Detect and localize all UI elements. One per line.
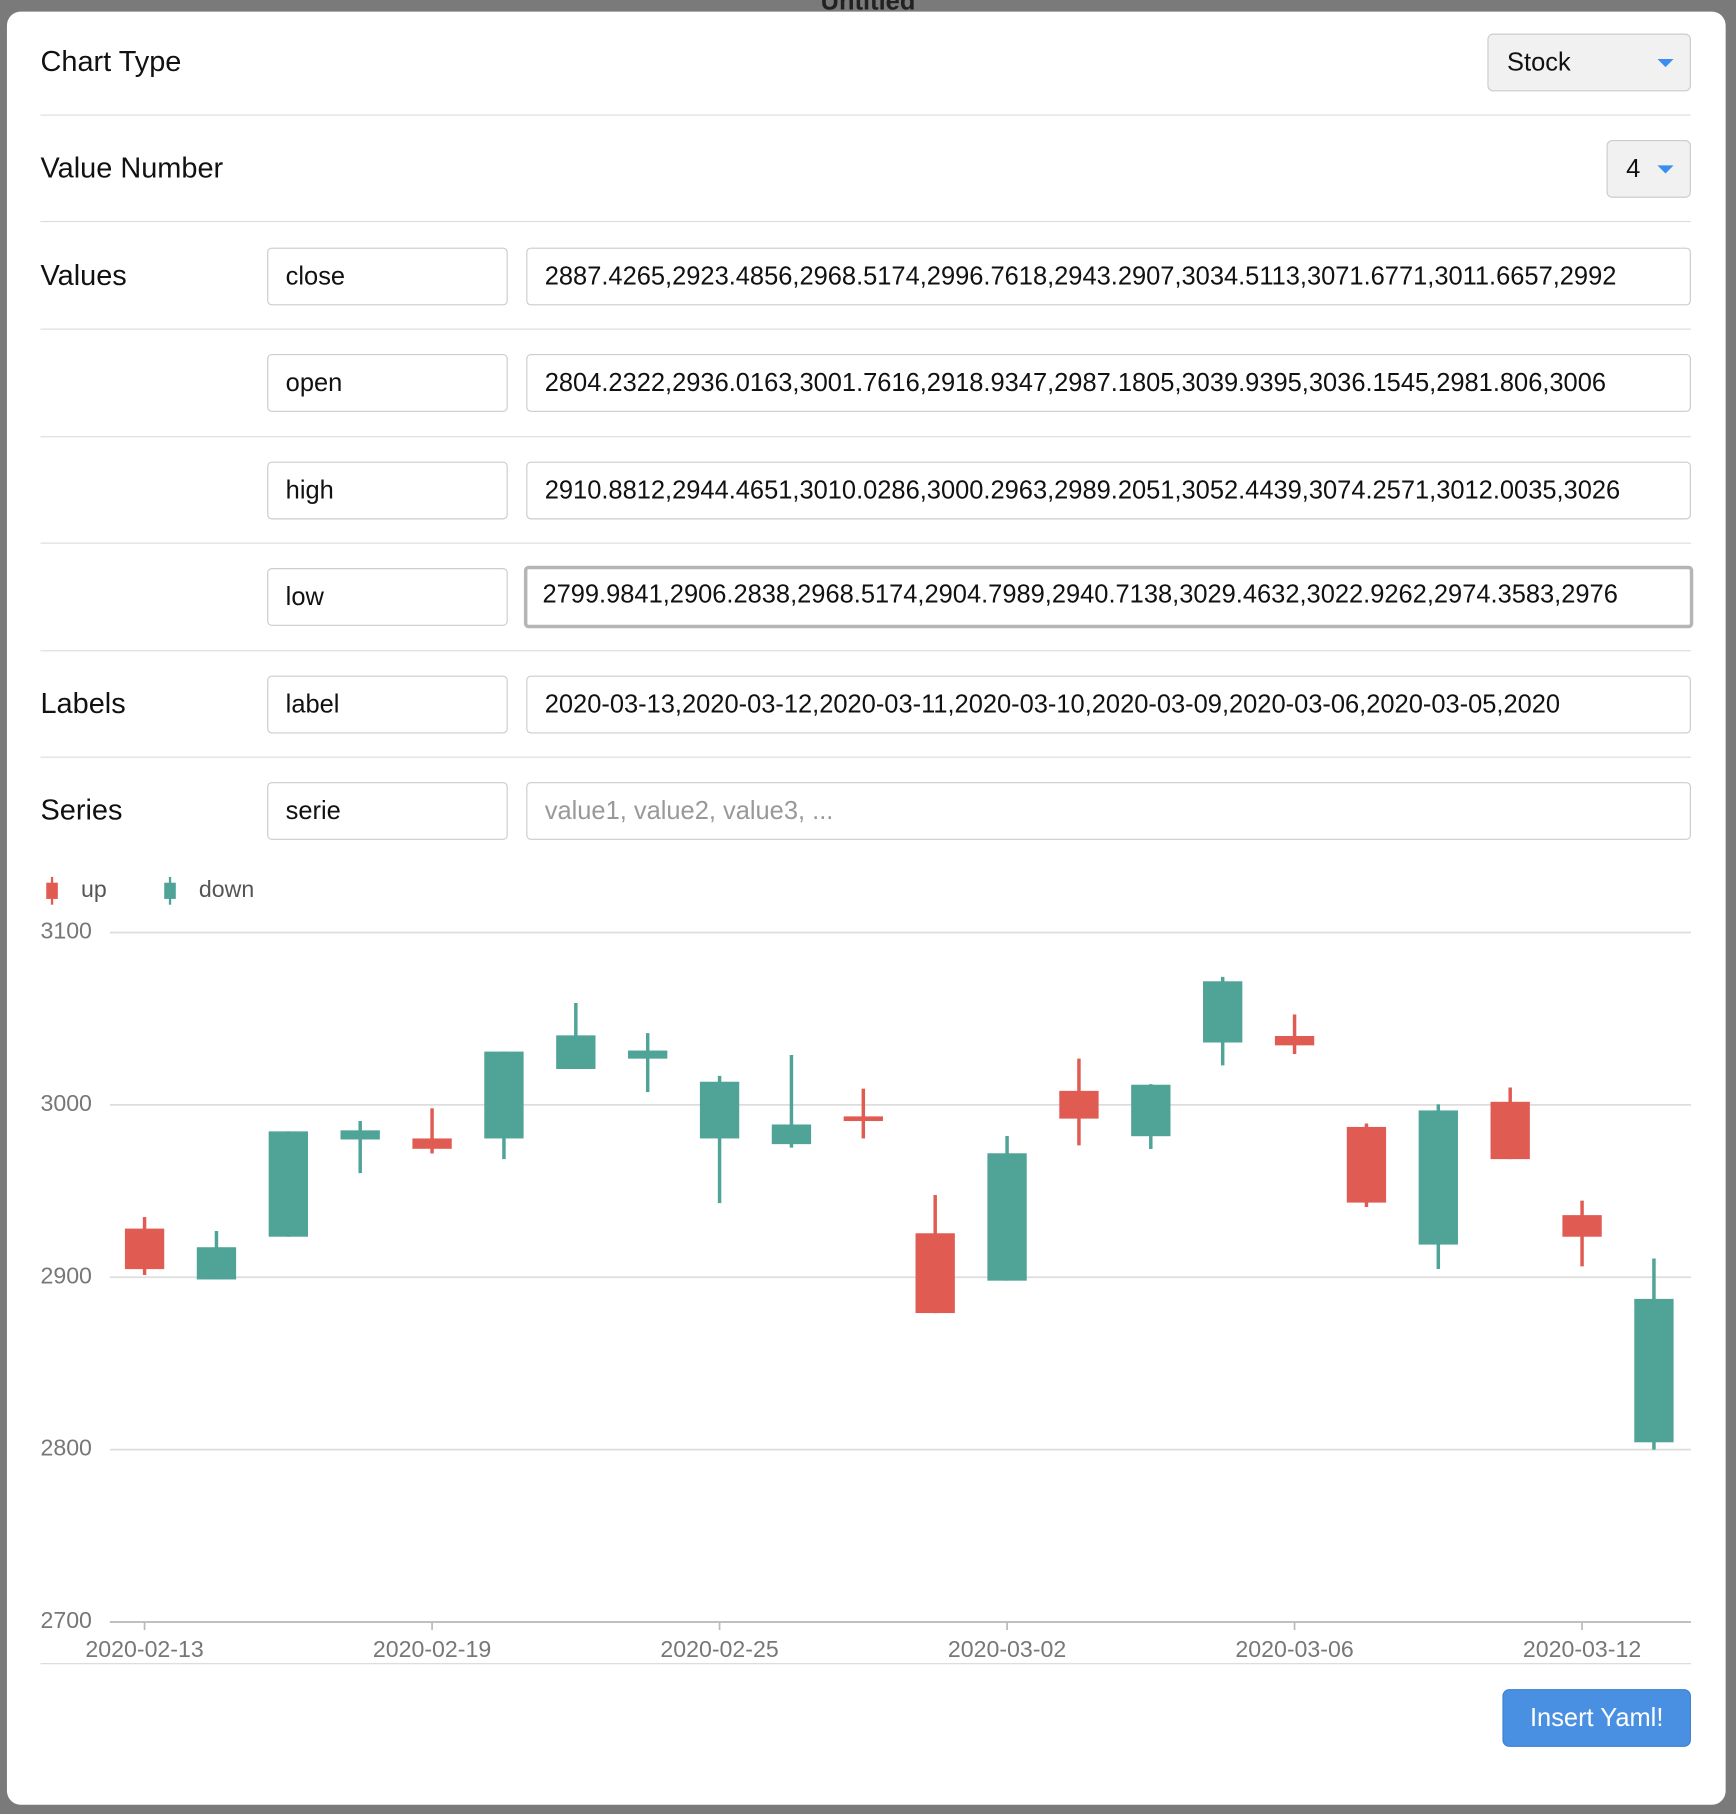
x-tick-label: 2020-03-02 bbox=[948, 1636, 1066, 1662]
dialog bbox=[6, 11, 1726, 1805]
x-tick-label: 2020-03-06 bbox=[1235, 1636, 1353, 1662]
candle-body bbox=[556, 1035, 596, 1069]
candle-body bbox=[915, 1233, 955, 1314]
value-number-dropdown[interactable]: 4 bbox=[1606, 139, 1691, 198]
row-label: Labels bbox=[40, 687, 126, 721]
row-label: Chart Type bbox=[40, 45, 182, 79]
name-input[interactable]: serie bbox=[267, 782, 508, 840]
y-tick-label: 2800 bbox=[40, 1435, 91, 1461]
legend-label: down bbox=[199, 876, 254, 902]
separator bbox=[40, 650, 1691, 652]
row-label: Series bbox=[40, 794, 123, 827]
candle-body bbox=[1059, 1090, 1099, 1119]
legend-swatch bbox=[164, 882, 176, 899]
x-tick-label: 2020-03-12 bbox=[1523, 1636, 1641, 1662]
candle-body bbox=[1274, 1035, 1315, 1046]
candle-body bbox=[1490, 1101, 1530, 1160]
name-input[interactable]: label bbox=[267, 675, 508, 734]
candle-body bbox=[1346, 1126, 1387, 1203]
separator bbox=[40, 328, 1691, 330]
candle-body bbox=[987, 1153, 1027, 1281]
separator bbox=[40, 436, 1691, 438]
name-input[interactable]: low bbox=[267, 568, 508, 626]
name-input[interactable]: open bbox=[267, 354, 508, 412]
candle-body bbox=[771, 1124, 812, 1145]
y-tick-label: 2900 bbox=[40, 1262, 91, 1288]
candle-body bbox=[1418, 1110, 1458, 1245]
dropdown-value: 4 bbox=[1626, 153, 1641, 183]
candle-body bbox=[1562, 1215, 1602, 1237]
insert-button[interactable]: Insert Yaml! bbox=[1502, 1689, 1691, 1747]
labels-input[interactable]: 2020-03-13,2020-03-12,2020-03-11,2020-03… bbox=[526, 675, 1691, 734]
candle-body bbox=[340, 1130, 380, 1140]
y-tick-label: 3000 bbox=[40, 1090, 91, 1116]
candle-body bbox=[1203, 981, 1243, 1043]
candle-body bbox=[196, 1247, 237, 1280]
dropdown-value: Stock bbox=[1507, 47, 1571, 77]
candle-body bbox=[699, 1081, 740, 1139]
legend-swatch bbox=[46, 882, 58, 899]
values-input[interactable]: 2804.2322,2936.0163,3001.7616,2918.9347,… bbox=[526, 354, 1691, 412]
row-label: Value Number bbox=[40, 152, 224, 185]
separator bbox=[40, 756, 1691, 758]
y-tick-label: 3100 bbox=[40, 918, 91, 944]
candle-body bbox=[268, 1131, 308, 1237]
dropdown-arrow bbox=[1657, 165, 1674, 174]
candle-body bbox=[843, 1116, 883, 1122]
x-tick-label: 2020-02-13 bbox=[85, 1636, 203, 1662]
separator bbox=[40, 114, 1691, 116]
window-title: Untitled bbox=[820, 0, 916, 16]
x-tick-label: 2020-02-19 bbox=[373, 1636, 491, 1662]
row-label: Values bbox=[40, 259, 127, 293]
dropdown-arrow bbox=[1657, 59, 1674, 68]
candle-body bbox=[484, 1051, 524, 1139]
chart-type-dropdown[interactable]: Stock bbox=[1487, 33, 1691, 92]
candle-body bbox=[1634, 1298, 1674, 1443]
candle-body bbox=[1131, 1084, 1171, 1137]
legend-label: up bbox=[81, 876, 107, 902]
x-tick-label: 2020-02-25 bbox=[660, 1636, 778, 1662]
candle-body bbox=[124, 1228, 165, 1270]
values-input[interactable]: 2887.4265,2923.4856,2968.5174,2996.7618,… bbox=[526, 247, 1691, 306]
candle-body bbox=[628, 1050, 668, 1059]
candle-body bbox=[412, 1138, 452, 1149]
values-input[interactable]: 2799.9841,2906.2838,2968.5174,2904.7989,… bbox=[523, 565, 1694, 629]
name-input[interactable]: close bbox=[267, 247, 508, 306]
values-input[interactable]: 2910.8812,2944.4651,3010.0286,3000.2963,… bbox=[526, 461, 1691, 520]
name-input[interactable]: high bbox=[267, 461, 508, 520]
separator bbox=[40, 220, 1691, 223]
separator bbox=[40, 542, 1691, 544]
series-input[interactable]: value1, value2, value3, ... bbox=[526, 782, 1691, 840]
y-tick-label: 2700 bbox=[40, 1607, 91, 1633]
